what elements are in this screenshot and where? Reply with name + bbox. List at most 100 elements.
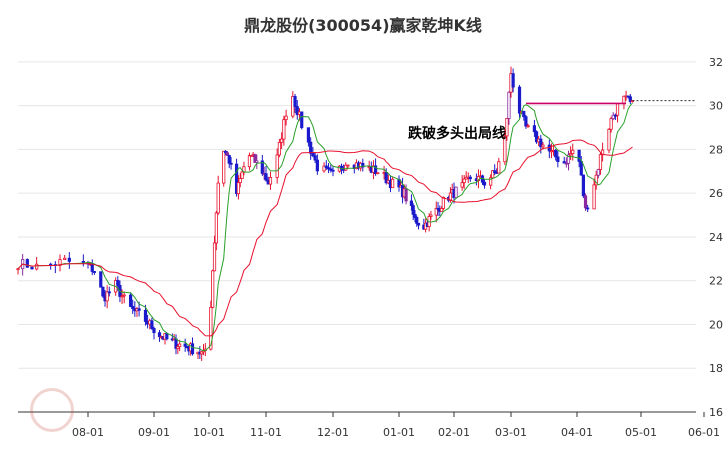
candle-body: [234, 163, 239, 195]
candle-body: [439, 207, 444, 212]
x-tick-label: 10-01: [193, 426, 225, 439]
candle-body: [324, 165, 328, 169]
candle-body: [373, 165, 378, 174]
candle-body: [116, 280, 120, 286]
x-tick-label: 11-01: [250, 426, 282, 439]
candle-body: [253, 154, 257, 163]
candle-body: [268, 177, 273, 185]
candle-body: [275, 154, 279, 178]
candle-body: [216, 182, 220, 214]
candle-body: [346, 164, 350, 167]
watermark-logo-icon: [30, 388, 74, 432]
x-tick-label: 08-01: [72, 426, 104, 439]
candle-body: [622, 95, 626, 105]
chart-title: 鼎龙股份(300054)赢家乾坤K线: [244, 16, 482, 35]
candle-body: [176, 346, 180, 349]
candle-body: [497, 161, 501, 174]
candle-body: [306, 127, 311, 143]
candle-body: [511, 73, 515, 88]
candle-body: [178, 343, 182, 348]
y-tick-label: 32: [709, 56, 723, 69]
candle-body: [482, 181, 487, 186]
candle-body: [107, 291, 111, 294]
candle-body: [577, 149, 581, 162]
candle-body: [293, 96, 297, 107]
y-tick-label: 26: [709, 187, 723, 200]
candle-body: [404, 188, 408, 202]
candle-body: [238, 178, 242, 184]
candle-body: [212, 242, 217, 272]
candle-body: [247, 155, 252, 168]
candle-body: [413, 213, 417, 218]
candle-body: [67, 257, 71, 262]
candle-body: [165, 333, 169, 340]
candle-body: [240, 171, 244, 179]
candle-body: [295, 106, 299, 116]
candle-body: [503, 135, 507, 163]
candle-body: [58, 259, 62, 266]
candle-body: [225, 152, 229, 156]
grid-lines: [18, 61, 696, 413]
candle-body: [415, 217, 419, 224]
candle-body: [280, 138, 284, 143]
candle-body: [416, 222, 421, 226]
candle-body: [99, 271, 103, 288]
candle-body: [434, 207, 438, 216]
x-tick-label: 05-01: [625, 426, 657, 439]
candle-body: [361, 162, 365, 168]
candle-body: [581, 174, 586, 197]
candle-body: [579, 160, 583, 176]
candle-body: [236, 182, 241, 195]
candle-body: [526, 125, 530, 128]
candle-body: [391, 178, 395, 189]
candle-body: [150, 320, 154, 329]
candle-body: [229, 162, 233, 165]
candle-body: [586, 207, 590, 210]
candle-body: [569, 153, 573, 156]
candle-body: [255, 160, 259, 163]
candle-body: [615, 103, 620, 116]
indicator-lines: [17, 100, 696, 352]
candle-body: [493, 170, 497, 173]
candle-body: [30, 266, 34, 270]
candle-body: [609, 118, 613, 130]
candle-body: [16, 268, 20, 271]
y-tick-label: 16: [709, 406, 723, 419]
candle-body: [505, 117, 509, 137]
candle-body: [596, 169, 600, 176]
candle-body: [462, 178, 466, 184]
candle-body: [311, 152, 315, 157]
y-tick-label: 22: [709, 275, 723, 288]
candle-body: [329, 168, 333, 171]
y-tick-label: 18: [709, 362, 723, 375]
candle-body: [611, 114, 615, 120]
candle-body: [264, 173, 268, 181]
candle-body: [326, 167, 331, 170]
candle-body: [209, 306, 213, 350]
candle-body: [344, 164, 348, 171]
candle-body: [35, 263, 39, 270]
candle-body: [598, 154, 603, 171]
candle-body: [223, 150, 228, 154]
candle-body: [441, 196, 445, 209]
candle-body: [454, 186, 458, 199]
candle-body: [507, 91, 511, 119]
candle-body: [137, 308, 141, 311]
x-tick-label: 09-01: [138, 426, 170, 439]
candle-body: [460, 182, 464, 188]
candle-body: [131, 306, 135, 309]
candle-body: [92, 271, 96, 273]
x-axis: 08-01 09-01 10-01 11-01 12-01 01-01 02-01 03-01…: [18, 411, 720, 439]
candle-body: [315, 159, 319, 172]
candle-body: [157, 332, 162, 338]
candle-body: [524, 116, 528, 127]
candle-body: [214, 212, 218, 244]
candle-body: [556, 156, 560, 162]
candle-body: [429, 214, 433, 217]
y-tick-label: 20: [709, 318, 723, 331]
candle-body: [541, 144, 545, 148]
candle-body: [282, 119, 286, 140]
candle-body: [152, 328, 156, 334]
candle-body: [583, 195, 588, 209]
candle-body: [489, 177, 493, 186]
